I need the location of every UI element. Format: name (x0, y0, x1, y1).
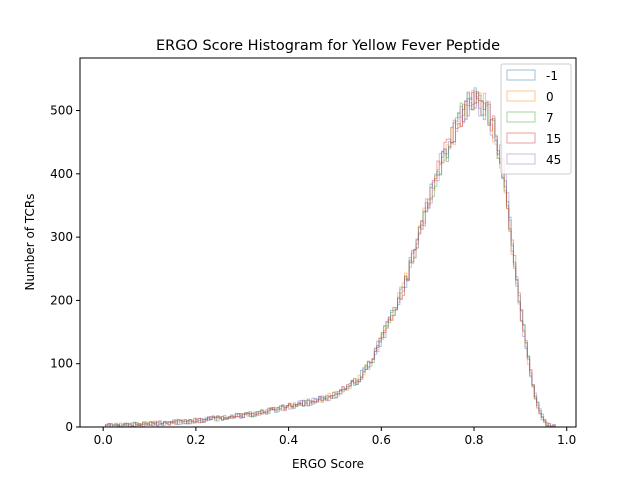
chart-title: ERGO Score Histogram for Yellow Fever Pe… (156, 38, 500, 54)
legend-swatch (506, 69, 536, 81)
x-tick-label: 0.6 (372, 433, 391, 447)
y-tick-label: 200 (50, 293, 73, 307)
histogram-series-0 (105, 89, 556, 428)
x-tick-label: 0.8 (464, 433, 483, 447)
legend: -1 0 7 15 45 (500, 63, 572, 175)
x-tick-label: 1.0 (557, 433, 576, 447)
histogram-series--1 (105, 87, 556, 428)
legend-label: 7 (546, 111, 554, 125)
legend-label: 15 (546, 132, 561, 146)
y-axis: 0 100 200 300 400 500 (50, 104, 80, 434)
y-tick-label: 400 (50, 167, 73, 181)
x-tick-label: 0.4 (279, 433, 298, 447)
histogram-series-layer (105, 87, 556, 428)
y-tick-label: 500 (50, 104, 73, 118)
y-axis-label: Number of TCRs (23, 194, 37, 291)
legend-swatch (506, 132, 536, 144)
y-tick-label: 0 (65, 420, 73, 434)
legend-box (500, 63, 572, 175)
x-axis-label: ERGO Score (292, 457, 364, 471)
axes-frame (79, 57, 577, 428)
histogram-series-45 (105, 90, 556, 428)
x-tick-label: 0.2 (186, 433, 205, 447)
y-tick-label: 100 (50, 357, 73, 371)
x-tick-label: 0.0 (94, 433, 113, 447)
histogram-series-7 (105, 91, 556, 428)
legend-swatch (506, 90, 536, 102)
histogram-series-15 (105, 92, 556, 428)
legend-label: 0 (546, 90, 554, 104)
legend-label: -1 (546, 69, 558, 83)
x-axis: 0.0 0.2 0.4 0.6 0.8 1.0 (94, 427, 576, 447)
y-tick-label: 300 (50, 230, 73, 244)
legend-swatch (506, 153, 536, 165)
legend-label: 45 (546, 153, 561, 167)
legend-swatch (506, 111, 536, 123)
